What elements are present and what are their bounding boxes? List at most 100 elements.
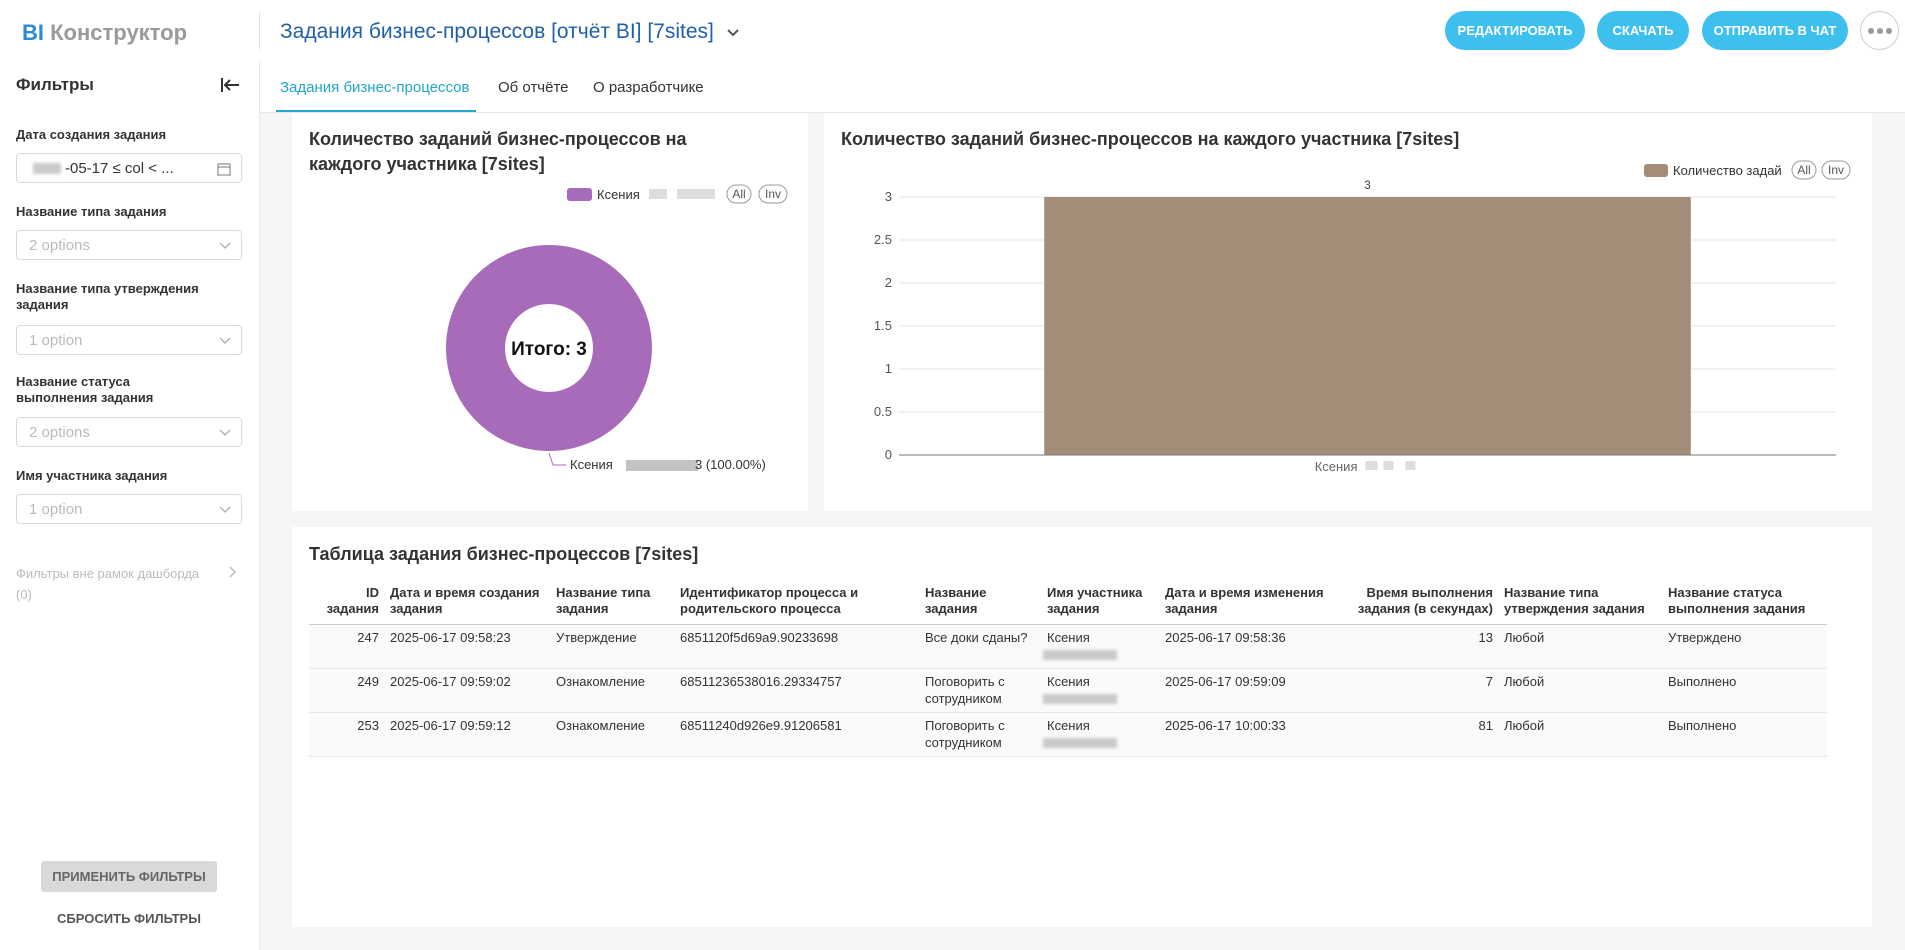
legend-control-label: Inv: [1828, 163, 1844, 177]
filter-value: 2 options: [29, 423, 90, 441]
y-tick-label: 0: [885, 447, 892, 462]
table-cell: Поговорить с сотрудником: [925, 674, 1005, 706]
table-cell: 13: [1478, 630, 1493, 645]
chevron-icon: [219, 242, 231, 249]
table-cell: 68511240d926e9.91206581: [680, 718, 842, 733]
column-header[interactable]: ID задания: [326, 585, 379, 616]
redacted: [1043, 738, 1117, 748]
table-cell: 2025-06-17 09:59:12: [390, 718, 511, 733]
tab[interactable]: Задания бизнес-процессов: [280, 79, 470, 96]
chart-title: Количество заданий бизнес-процессов на к…: [841, 129, 1460, 149]
filter-select[interactable]: 1 option: [16, 494, 242, 524]
column-header[interactable]: Название типа задания: [556, 585, 651, 616]
table-cell: Выполнено: [1668, 718, 1737, 733]
column-header[interactable]: Название задания: [925, 585, 987, 616]
table-row: [309, 669, 1827, 713]
table-cell: 81: [1478, 718, 1493, 733]
more-button[interactable]: [1860, 11, 1899, 50]
table-cell: Ознакомление: [556, 674, 645, 689]
redacted: [626, 460, 698, 471]
collapse-icon[interactable]: [219, 76, 241, 94]
table-cell: Утверждение: [556, 630, 637, 645]
column-header[interactable]: Название типа утверждения задания: [1504, 585, 1645, 616]
bar-value-label: 3: [1364, 178, 1371, 192]
column-header[interactable]: Название статуса выполнения задания: [1668, 585, 1806, 616]
filter-select[interactable]: -05-17 ≤ col < ...: [16, 153, 242, 183]
table-cell: Любой: [1504, 674, 1545, 689]
legend-swatch: [1644, 164, 1668, 177]
dashboard-title-text: Задания бизнес-процессов [отчёт BI] [7si…: [280, 20, 714, 43]
tab[interactable]: О разработчике: [593, 79, 704, 96]
redacted: [33, 163, 61, 174]
filter-select[interactable]: 2 options: [16, 417, 242, 447]
active-tab-underline: [276, 110, 476, 112]
legend-control-label: Inv: [765, 187, 781, 201]
apply-filters-button[interactable]: ПРИМЕНИТЬ ФИЛЬТРЫ: [41, 861, 217, 892]
y-tick-label: 1.5: [874, 318, 892, 333]
filter-label: Название статуса выполнения задания: [16, 374, 154, 405]
filter-value: 1 option: [29, 331, 83, 349]
table-cell: 247: [357, 630, 379, 645]
chevron-icon: [219, 506, 231, 513]
filter-value: -05-17 ≤ col < ...: [65, 159, 174, 177]
filter-value: 1 option: [29, 500, 83, 518]
y-tick-label: 2.5: [874, 232, 892, 247]
column-header[interactable]: Дата и время создания задания: [390, 585, 540, 616]
column-header[interactable]: Время выполнения задания (в секундах): [1357, 585, 1493, 616]
y-tick-label: 2: [885, 275, 892, 290]
dashboard-area: Количество заданий бизнес-процессов на к…: [260, 113, 1905, 950]
calendar-icon: [217, 163, 231, 176]
redacted: [1405, 461, 1416, 470]
tab[interactable]: Об отчёте: [498, 79, 569, 96]
label-leader: [548, 452, 566, 466]
y-tick-label: 0.5: [874, 404, 892, 419]
chevron-icon: [219, 429, 231, 436]
slice-label: Ксения: [570, 457, 613, 472]
slice-value-label: 3 (100.00%): [695, 457, 766, 472]
column-header[interactable]: Имя участника задания: [1047, 585, 1143, 616]
table-cell: 2025-06-17 09:58:23: [390, 630, 511, 645]
download-button[interactable]: СКАЧАТЬ: [1597, 11, 1689, 50]
filter-label: Название типа утверждения задания: [16, 281, 199, 312]
logo[interactable]: BI Конструктор: [22, 20, 187, 46]
table-cell: Любой: [1504, 718, 1545, 733]
legend-control-label: All: [732, 187, 745, 201]
reset-filters-button[interactable]: СБРОСИТЬ ФИЛЬТРЫ: [57, 911, 201, 926]
out-of-scope-label[interactable]: Фильтры вне рамок дашборда: [16, 566, 200, 581]
edit-button[interactable]: РЕДАКТИРОВАТЬ: [1445, 11, 1585, 50]
table-cell: 253: [357, 718, 379, 733]
sidebar-border: [259, 61, 260, 950]
center-label: Итого: 3: [511, 339, 587, 360]
legend-control-label: All: [1797, 163, 1810, 177]
send-button[interactable]: ОТПРАВИТЬ В ЧАТ: [1702, 11, 1848, 50]
table-cell: 68511236538016.29334757: [680, 674, 842, 689]
y-tick-label: 1: [885, 361, 892, 376]
donut-slice: [446, 245, 652, 451]
logo-text: Конструктор: [50, 20, 188, 45]
tab-border: [260, 112, 1905, 113]
filter-select[interactable]: 1 option: [16, 325, 242, 355]
filters-title: Фильтры: [16, 75, 94, 94]
out-of-scope-count: (0): [16, 587, 32, 602]
table-cell: 7: [1485, 674, 1493, 689]
filter-select[interactable]: 2 options: [16, 230, 242, 260]
bar: [1044, 197, 1691, 455]
legend-swatch: [567, 188, 592, 201]
donut-panel: Количество заданий бизнес-процессов на к…: [292, 113, 808, 511]
header-border: [309, 624, 1827, 625]
column-header[interactable]: Дата и время изменения задания: [1165, 585, 1324, 616]
dashboard-title[interactable]: Задания бизнес-процессов [отчёт BI] [7si…: [280, 20, 740, 44]
out-of-scope-arrow: [229, 566, 237, 578]
legend-control: [1821, 160, 1851, 180]
table-cell: Любой: [1504, 630, 1545, 645]
chart-title: Количество заданий бизнес-процессов на к…: [309, 129, 687, 174]
donut-chart: Ксения 3 (100.00%) Ксения Итого: 3 All Inv: [446, 184, 788, 472]
column-header[interactable]: Идентификатор процесса и родительского п…: [680, 585, 859, 616]
divider: [259, 12, 260, 49]
table-cell: 2025-06-17 10:00:33: [1165, 718, 1286, 733]
legend-control: [1791, 160, 1817, 180]
redacted: [1043, 650, 1117, 660]
table-row: [309, 713, 1827, 757]
